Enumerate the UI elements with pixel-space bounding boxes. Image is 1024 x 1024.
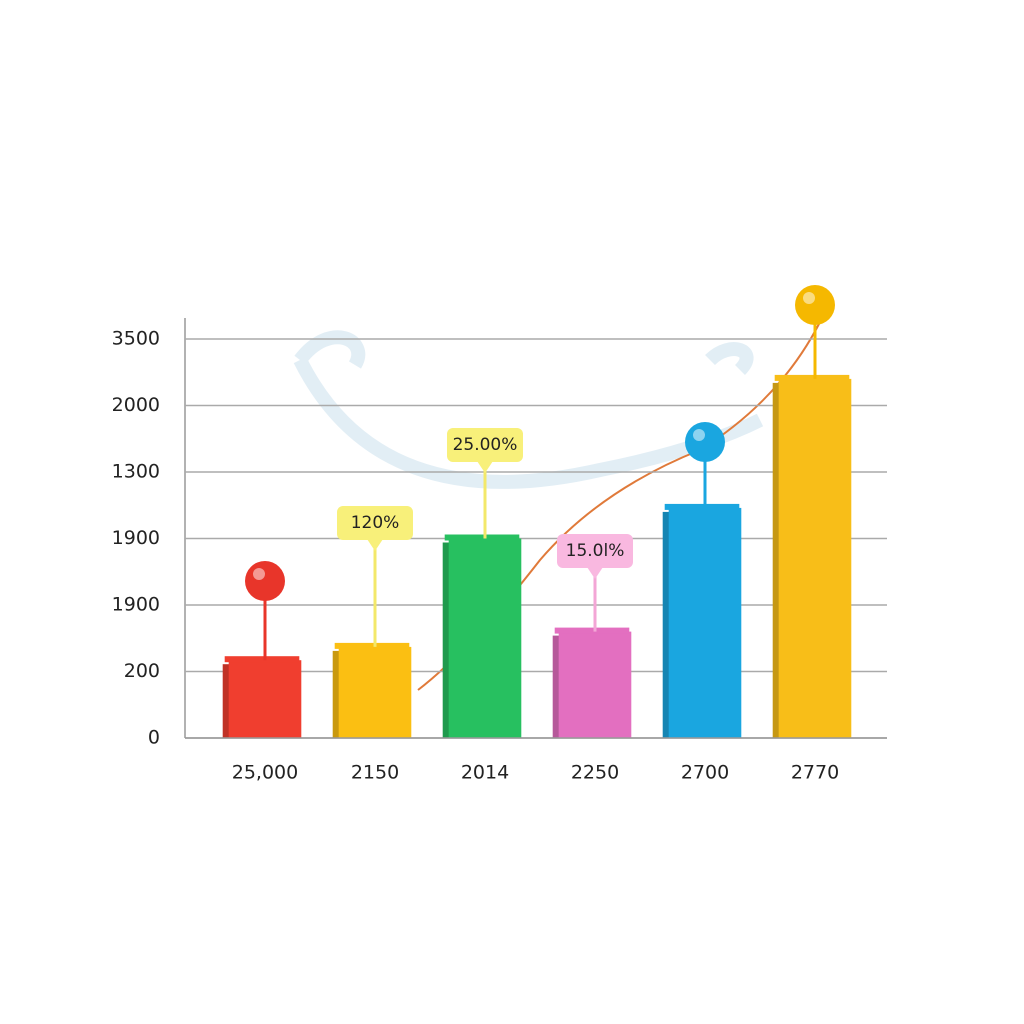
y-tick-label: 200	[124, 660, 160, 682]
bar-top	[554, 627, 630, 634]
callout-tip	[367, 539, 383, 551]
y-tick-label: 0	[148, 727, 160, 749]
callout-tip	[477, 461, 493, 473]
bar-top	[224, 656, 300, 663]
x-tick-label: 2770	[791, 762, 839, 784]
x-tick-label: 2014	[461, 762, 509, 784]
bar	[778, 378, 852, 738]
bar	[558, 631, 632, 738]
bar	[338, 646, 412, 738]
pin-ball	[685, 422, 725, 462]
bar	[448, 538, 522, 738]
y-tick-label: 2000	[112, 394, 160, 416]
y-tick-label: 3500	[112, 328, 160, 350]
pin-ball-shine	[803, 292, 815, 304]
x-tick-label: 2150	[351, 762, 399, 784]
bar-top	[774, 374, 850, 381]
annotation: 120%	[351, 513, 400, 533]
x-tick-label: 2250	[571, 762, 619, 784]
callout-box	[447, 428, 523, 462]
y-tick-label: 1900	[112, 594, 160, 616]
callout-box	[337, 506, 413, 540]
annotation: 15.0l%	[566, 541, 625, 561]
bar-top	[444, 534, 520, 541]
bar-side	[222, 664, 231, 738]
callout-box	[557, 534, 633, 568]
bar-top	[334, 642, 410, 649]
pin-ball	[245, 561, 285, 601]
x-tick-label: 25,000	[232, 762, 298, 784]
bar	[228, 660, 302, 738]
bar	[668, 507, 742, 738]
bar-side	[552, 635, 561, 738]
bar-side	[772, 382, 781, 738]
x-tick-label: 2700	[681, 762, 729, 784]
bar-side	[442, 542, 451, 738]
annotation: 25.00%	[453, 435, 518, 455]
background-swirl	[293, 330, 764, 489]
y-tick-label: 1900	[112, 527, 160, 549]
bar-side	[332, 650, 341, 738]
pin-ball	[795, 285, 835, 325]
y-tick-label: 1300	[112, 461, 160, 483]
bar-side	[662, 511, 671, 738]
pin-ball-shine	[693, 429, 705, 441]
bar-top	[664, 503, 740, 510]
callout-tip	[587, 567, 603, 579]
pin-ball-shine	[253, 568, 265, 580]
